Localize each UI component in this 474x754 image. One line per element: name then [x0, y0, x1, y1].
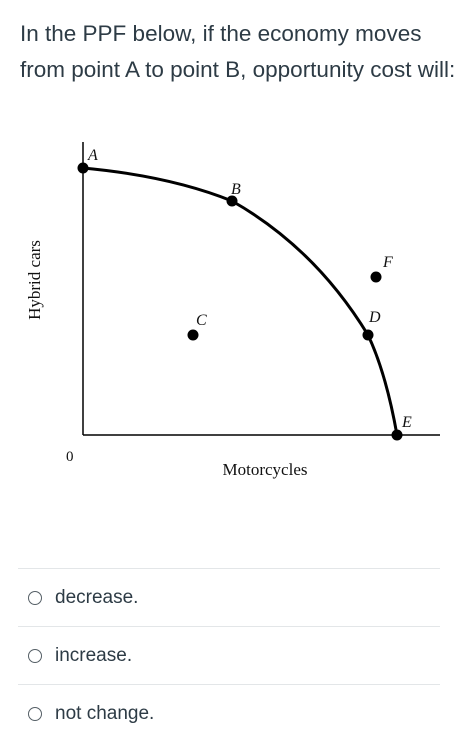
point-c-label: C — [196, 312, 207, 329]
point-f-label: F — [382, 254, 393, 271]
point-e-dot — [391, 429, 403, 441]
y-axis-label: Hybrid cars — [25, 240, 44, 320]
answer-label: not change. — [55, 702, 155, 724]
answer-list: decrease. increase. not change. — [18, 568, 440, 742]
question-text: In the PPF below, if the economy moves f… — [20, 21, 456, 82]
point-b-label: B — [231, 181, 241, 198]
answer-option-not-change[interactable]: not change. — [18, 684, 440, 742]
point-d-label: D — [368, 309, 381, 326]
point-f-dot — [370, 271, 382, 283]
point-d-dot — [362, 329, 374, 341]
answer-option-increase[interactable]: increase. — [18, 626, 440, 684]
point-a-dot — [77, 162, 89, 174]
answer-label: increase. — [55, 644, 133, 666]
origin-label: 0 — [66, 449, 74, 465]
radio-button[interactable] — [28, 648, 42, 663]
point-c-dot — [187, 329, 199, 341]
answer-label: decrease. — [55, 586, 139, 608]
radio-button[interactable] — [28, 590, 42, 605]
point-a-label: A — [87, 147, 98, 164]
radio-button[interactable] — [28, 706, 42, 721]
point-b-dot — [226, 195, 238, 207]
ppf-curve — [82, 166, 399, 436]
x-axis-label: Motorcycles — [223, 460, 308, 479]
point-e-label: E — [401, 414, 412, 431]
ppf-graph: A B C D E F 0 Motorcycles Hybrid cars — [25, 142, 440, 479]
answer-option-decrease[interactable]: decrease. — [18, 568, 440, 626]
